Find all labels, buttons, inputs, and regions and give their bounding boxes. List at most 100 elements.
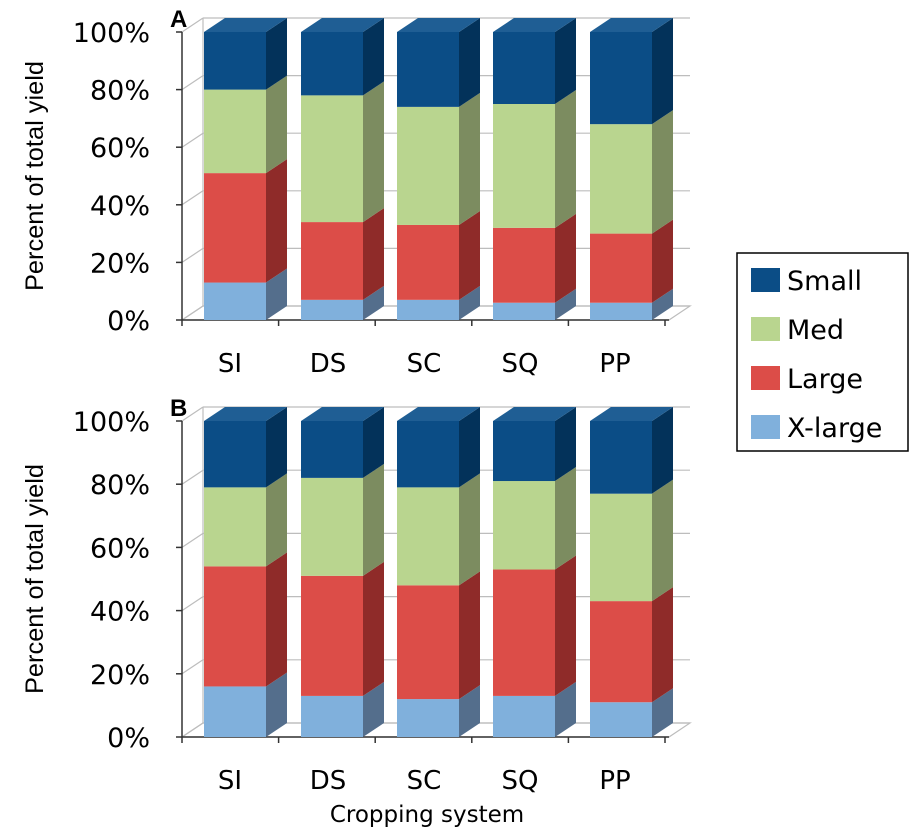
bar-side-si-small — [266, 18, 287, 90]
bar-side-sc-med — [459, 473, 480, 586]
bar-face-si-large — [204, 566, 266, 687]
bar-face-pp-small — [590, 421, 652, 494]
bar-ds — [301, 18, 384, 320]
bar-face-sq-large — [493, 569, 555, 696]
bar-side-sq-large — [555, 213, 576, 303]
bar-segment-sc-med — [397, 92, 480, 225]
bar-face-si-med — [204, 89, 266, 174]
x-tick-label-sq: SQ — [502, 349, 539, 379]
bar-side-pp-small — [652, 407, 673, 494]
bar-face-pp-med — [590, 493, 652, 602]
legend: Small Med Large X-large — [736, 252, 909, 452]
bar-top-pp — [590, 18, 673, 32]
y-tick-label-5: 100% — [73, 407, 150, 438]
bar-side-si-x-large — [266, 672, 287, 737]
chart-panel-a: 0% 20% 40% 60% 80% 100% SI DS SC SQ PP A Percent of … — [21, 6, 692, 379]
bar-segment-ds-small — [301, 407, 384, 478]
bar-side-sq-x-large — [555, 681, 576, 737]
bar-segment-sc-x-large — [397, 685, 480, 737]
bar-side-sc-small — [459, 18, 480, 107]
bar-face-ds-x-large — [301, 695, 363, 737]
bar-segment-sc-large — [397, 210, 480, 300]
bar-segment-si-x-large — [204, 672, 287, 737]
x-tick-label-pp: PP — [599, 349, 630, 379]
y-tick-label-2: 40% — [90, 597, 150, 628]
bar-side-sq-small — [555, 407, 576, 482]
bar-segment-ds-x-large — [301, 285, 384, 320]
bar-face-ds-x-large — [301, 299, 363, 320]
x-tick-label-sq: SQ — [502, 766, 539, 796]
bar-segment-si-small — [204, 18, 287, 90]
bar-segment-si-med — [204, 75, 287, 174]
bar-side-pp-med — [652, 479, 673, 602]
y-tick-label-0: 0% — [107, 723, 150, 754]
legend-swatch-large — [751, 366, 780, 390]
bar-pp — [590, 18, 673, 320]
bar-segment-sq-med — [493, 467, 576, 570]
bar-segment-si-large — [204, 552, 287, 687]
bar-side-si-med — [266, 75, 287, 174]
x-axis-title: Cropping system — [330, 802, 524, 828]
bar-sq — [493, 407, 576, 737]
bar-face-pp-small — [590, 32, 652, 125]
legend-label-large: Large — [787, 364, 863, 395]
bar-face-si-small — [204, 32, 266, 90]
y-tick-label-4: 80% — [90, 76, 150, 107]
bar-side-pp-x-large — [652, 288, 673, 320]
bar-side-sq-large — [555, 555, 576, 696]
legend-swatch-small — [751, 268, 780, 292]
bar-face-sc-small — [397, 32, 459, 107]
legend-label-x-large: X-large — [787, 413, 882, 444]
bar-face-sc-x-large — [397, 299, 459, 320]
bar-segment-ds-med — [301, 81, 384, 223]
bar-sc — [397, 18, 480, 320]
x-tick-label-sc: SC — [407, 349, 442, 379]
bar-face-sc-large — [397, 224, 459, 300]
bar-sc — [397, 407, 480, 737]
bar-segment-sc-small — [397, 407, 480, 488]
bar-face-si-med — [204, 487, 266, 567]
bar-face-pp-large — [590, 233, 652, 303]
y-axis-title: Percent of total yield — [21, 464, 49, 694]
bar-side-ds-x-large — [363, 285, 384, 320]
legend-item-large: Large — [751, 364, 863, 395]
x-tick-label-si: SI — [218, 766, 242, 796]
bar-side-pp-small — [652, 18, 673, 125]
bar-face-pp-med — [590, 124, 652, 234]
bar-segment-pp-small — [590, 407, 673, 494]
y-tick-label-1: 20% — [90, 248, 150, 279]
legend-swatch-x-large — [751, 415, 780, 439]
panel-label: B — [170, 395, 187, 422]
bar-side-si-large — [266, 552, 287, 687]
bar-segment-sq-small — [493, 18, 576, 104]
x-tick-label-ds: DS — [310, 766, 347, 796]
chart-panel-b: 0% 20% 40% 60% 80% 100% SI DS SC SQ PP B Percent of … — [21, 395, 692, 828]
bar-face-pp-x-large — [590, 702, 652, 737]
bar-face-sq-small — [493, 421, 555, 482]
bar-side-sc-small — [459, 407, 480, 488]
bar-side-sq-med — [555, 467, 576, 570]
bar-side-sc-med — [459, 92, 480, 225]
y-tick-label-4: 80% — [90, 470, 150, 501]
bar-segment-sc-large — [397, 571, 480, 700]
bar-segment-pp-x-large — [590, 688, 673, 737]
bar-segment-sc-x-large — [397, 285, 480, 320]
bar-face-sq-x-large — [493, 695, 555, 737]
bar-segment-pp-large — [590, 587, 673, 703]
x-tick-label-si: SI — [218, 349, 242, 379]
bar-segment-ds-med — [301, 463, 384, 576]
bar-side-ds-small — [363, 18, 384, 96]
bar-top-sc — [397, 18, 480, 32]
bar-segment-si-med — [204, 473, 287, 567]
panel-label: A — [170, 6, 187, 33]
bar-face-pp-x-large — [590, 302, 652, 320]
bar-segment-si-large — [204, 159, 287, 283]
bar-segment-sq-x-large — [493, 288, 576, 320]
x-tick-label-sc: SC — [407, 766, 442, 796]
y-tick-label-2: 40% — [90, 191, 150, 222]
bar-face-si-x-large — [204, 282, 266, 320]
bar-segment-sq-x-large — [493, 681, 576, 737]
bar-segment-pp-x-large — [590, 288, 673, 320]
bar-top-pp — [590, 407, 673, 421]
legend-item-x-large: X-large — [751, 413, 882, 444]
